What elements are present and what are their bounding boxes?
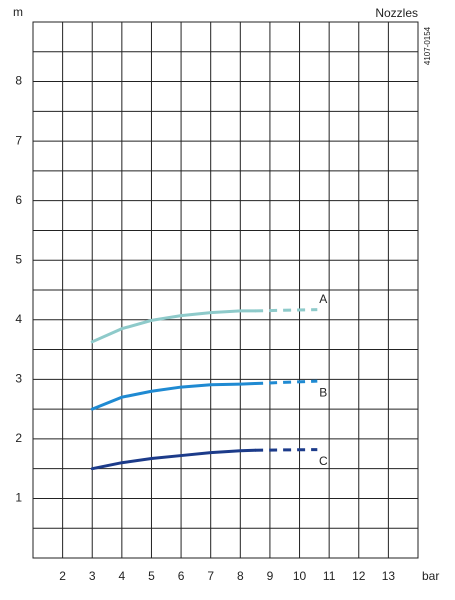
- x-axis-label: bar: [422, 569, 439, 583]
- y-tick-label: 1: [15, 491, 22, 505]
- x-tick-label: 6: [178, 569, 185, 583]
- x-tick-label: 11: [323, 569, 336, 583]
- y-tick-label: 8: [15, 74, 22, 88]
- line-solid: [90, 309, 257, 344]
- y-tick-label: 2: [15, 431, 22, 445]
- line-solid: [90, 448, 257, 471]
- x-tick-label: 10: [293, 569, 307, 583]
- y-tick-label: 7: [15, 133, 22, 147]
- x-tick-label: 13: [382, 569, 396, 583]
- y-tick-label: 3: [15, 372, 22, 386]
- x-tick-label: 8: [237, 569, 244, 583]
- x-tick-label: 5: [148, 569, 155, 583]
- x-tick-label: 4: [119, 569, 126, 583]
- y-tick-label: 5: [15, 252, 22, 266]
- line-solid: [90, 382, 257, 411]
- x-tick-label: 9: [267, 569, 274, 583]
- series-label: A: [319, 292, 327, 306]
- series-label: C: [319, 454, 328, 468]
- y-tick-label: 4: [15, 312, 22, 326]
- y-tick-label: 6: [15, 193, 22, 207]
- x-tick-label: 3: [89, 569, 96, 583]
- x-tick-label: 7: [207, 569, 214, 583]
- line-dashed: [255, 379, 318, 386]
- series-label: B: [319, 385, 327, 399]
- chart-title: Nozzles: [375, 6, 418, 20]
- y-axis-label: m: [13, 5, 23, 19]
- line-dashed: [255, 308, 318, 313]
- figure-code: 4107-0154: [423, 26, 432, 65]
- line-dashed: [255, 448, 318, 452]
- x-tick-label: 12: [352, 569, 366, 583]
- x-tick-label: 2: [59, 569, 66, 583]
